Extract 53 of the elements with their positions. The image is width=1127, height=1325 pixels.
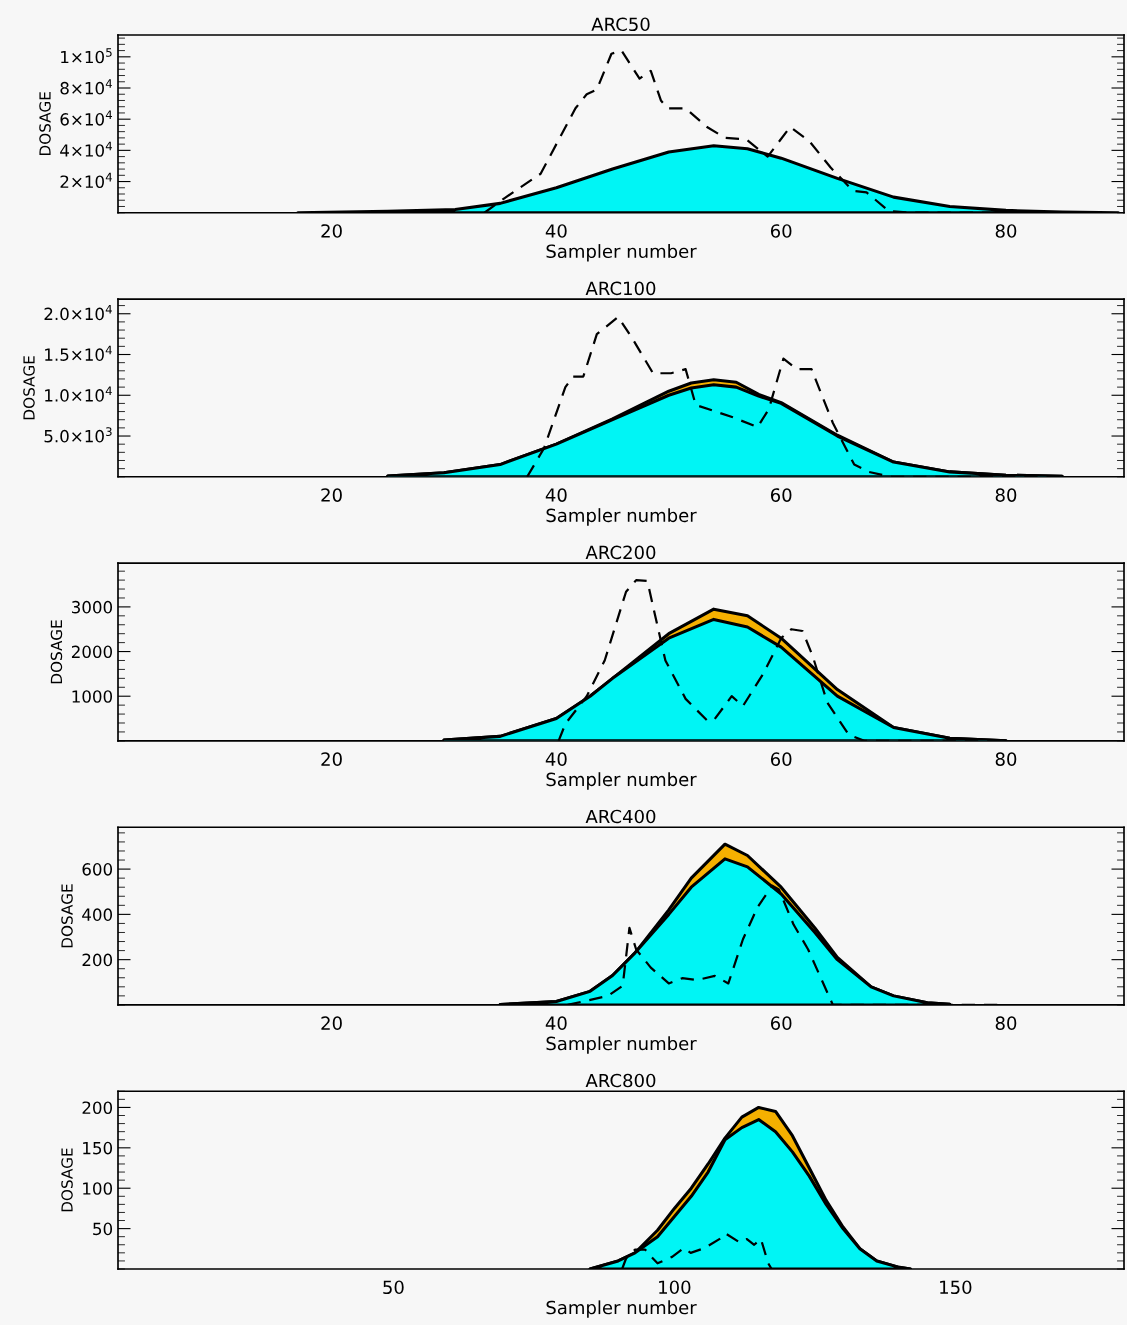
y-tick-label: 100 [83,1182,113,1195]
chart-title: ARC800 [585,1073,656,1088]
x-tick-label: 80 [995,1016,1017,1031]
y-axis-title: DOSAGE [39,92,51,156]
x-axis-title: Sampler number [546,508,697,526]
x-axis-title: Sampler number [546,244,697,262]
x-tick-label: 20 [321,488,342,502]
x-axis-title: Sampler number [546,1036,697,1054]
x-tick-label: 40 [545,1016,567,1031]
y-tick-label: 2.0×10$^{4}$ [44,305,112,321]
y-tick-label: 1.5×10$^{4}$ [45,345,112,361]
x-tick-label: 80 [995,488,1017,502]
x-tick-label: 150 [940,1280,972,1295]
x-tick-label: 50 [383,1280,404,1295]
x-tick-label: 40 [545,488,567,502]
x-tick-label: 60 [770,1016,792,1031]
y-tick-label: 400 [82,908,113,921]
chart-title: ARC400 [585,809,656,824]
x-tick-label: 60 [770,752,792,766]
y-tick-label: 3000 [71,600,113,614]
x-tick-label: 20 [321,752,342,766]
y-tick-label: 200 [82,1101,113,1115]
x-axis-title: Sampler number [546,772,697,790]
x-tick-label: 60 [770,224,792,238]
y-tick-label: 150 [83,1141,113,1155]
y-axis-title: DOSAGE [50,620,63,684]
y-tick-label: 2000 [71,645,113,659]
y-tick-label: 1000 [72,690,113,703]
chart-title: ARC50 [591,17,650,32]
y-tick-label: 600 [82,863,113,876]
x-tick-label: 20 [321,1016,342,1031]
x-tick-label: 80 [995,752,1017,766]
chart-title: ARC200 [585,545,656,560]
x-tick-label: 100 [659,1280,691,1295]
x-tick-label: 40 [545,224,567,238]
y-axis-title: DOSAGE [61,1148,73,1212]
x-tick-label: 60 [770,488,792,502]
y-axis-title: DOSAGE [61,884,73,948]
y-tick-label: 5.0×10$^{3}$ [44,427,112,443]
x-tick-label: 80 [995,224,1017,238]
chart-title: ARC100 [585,281,656,296]
x-tick-label: 20 [321,224,342,238]
x-axis-title: Sampler number [546,1300,697,1318]
y-tick-label: 8×10$^{4}$ [60,79,113,95]
y-tick-label: 200 [82,953,113,967]
y-axis-title: DOSAGE [23,356,35,420]
y-tick-label: 1.0×10$^{4}$ [45,386,112,402]
y-tick-label: 4×10$^{4}$ [60,141,113,157]
y-tick-label: 50 [93,1222,113,1236]
y-tick-label: 2×10$^{4}$ [60,172,113,188]
x-tick-label: 40 [545,752,567,766]
y-tick-label: 1×10$^{5}$ [61,48,112,64]
y-tick-label: 6×10$^{4}$ [60,110,113,126]
